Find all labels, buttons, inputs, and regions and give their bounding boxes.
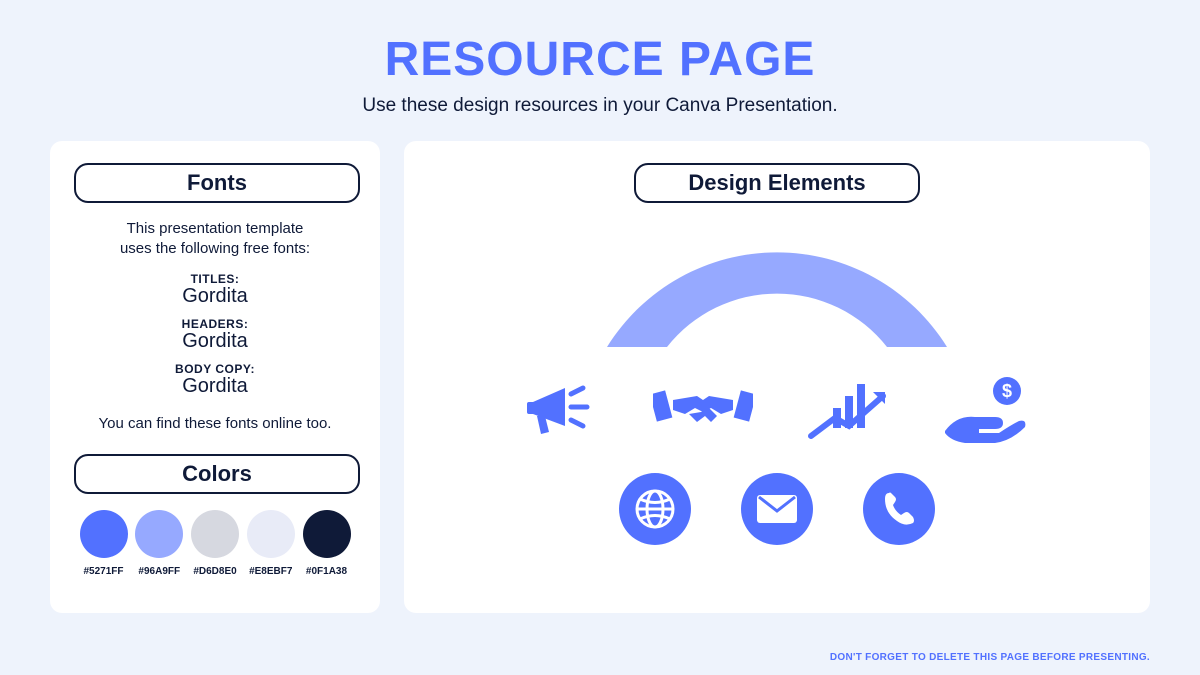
fonts-section-label: Fonts [74,163,360,203]
swatch-circle [135,510,183,558]
page-title: RESOURCE PAGE [0,32,1200,87]
growth-chart-icon [805,378,889,442]
colors-section-label: Colors [74,454,360,494]
font-name: Gordita [74,331,356,352]
swatch-hex: #D6D8E0 [188,566,243,577]
mail-icon [741,473,813,545]
money-hand-icon: $ [941,375,1031,445]
font-label: HEADERS: [74,317,356,331]
swatch-hex: #5271FF [76,566,131,577]
font-item-titles: TITLES: Gordita [74,272,356,307]
fonts-note: You can find these fonts online too. [74,415,356,432]
fonts-desc-line2: uses the following free fonts: [120,240,310,257]
swatch: #5271FF [76,510,131,577]
arc-shape [567,227,987,347]
swatch: #0F1A38 [299,510,354,577]
fonts-desc-line1: This presentation template [127,220,304,237]
design-elements-area: $ [457,227,1097,587]
font-item-body: BODY COPY: Gordita [74,362,356,397]
swatch-hex: #96A9FF [132,566,187,577]
svg-text:$: $ [1002,381,1012,401]
fonts-description: This presentation template uses the foll… [74,219,356,260]
swatch: #D6D8E0 [188,510,243,577]
swatch-circle [303,510,351,558]
icons-row-2 [457,473,1097,545]
font-name: Gordita [74,286,356,307]
globe-icon [619,473,691,545]
swatch-hex: #E8EBF7 [243,566,298,577]
icons-row-1: $ [457,375,1097,445]
swatch-circle [80,510,128,558]
swatch-hex: #0F1A38 [299,566,354,577]
megaphone-icon [523,380,601,440]
swatch-circle [191,510,239,558]
handshake-icon [653,382,753,438]
fonts-colors-panel: Fonts This presentation template uses th… [50,141,380,613]
footer-note: DON'T FORGET TO DELETE THIS PAGE BEFORE … [830,652,1150,663]
phone-icon [863,473,935,545]
design-elements-panel: Design Elements [404,141,1150,613]
color-swatches: #5271FF #96A9FF #D6D8E0 #E8EBF7 #0F1A38 [74,510,356,577]
swatch-circle [247,510,295,558]
font-label: TITLES: [74,272,356,286]
font-label: BODY COPY: [74,362,356,376]
font-item-headers: HEADERS: Gordita [74,317,356,352]
swatch: #E8EBF7 [243,510,298,577]
font-name: Gordita [74,376,356,397]
design-elements-section-label: Design Elements [634,163,920,203]
page-subtitle: Use these design resources in your Canva… [0,95,1200,117]
swatch: #96A9FF [132,510,187,577]
